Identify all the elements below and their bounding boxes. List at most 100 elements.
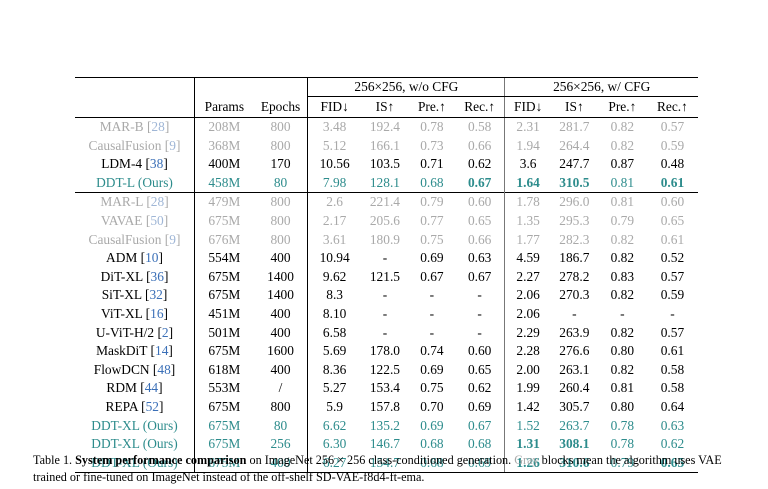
results-table: 256×256, w/o CFG 256×256, w/ CFG Params … bbox=[75, 77, 698, 474]
cell-is-cfg: 264.4 bbox=[559, 137, 590, 153]
cell-is-cfg: 263.7 bbox=[559, 417, 590, 433]
method-name: DDT-XL (Ours) bbox=[91, 436, 178, 452]
method-cell: DiT-XL [36] bbox=[100, 268, 169, 284]
method-name: CausalFusion bbox=[88, 137, 162, 153]
cell-epochs: 800 bbox=[253, 116, 308, 137]
cell-epochs: 400 bbox=[270, 324, 291, 340]
cell-fid: 5.12 bbox=[307, 136, 361, 156]
cell-is: 153.4 bbox=[369, 380, 400, 396]
cell-rec-cfg: 0.62 bbox=[660, 436, 685, 452]
citation-link[interactable]: 9 bbox=[169, 137, 176, 153]
method-name: REPA bbox=[105, 398, 138, 414]
cell-is: 103.5 bbox=[369, 156, 400, 172]
method-name: MAR-L bbox=[100, 194, 143, 210]
cell-params: 208M bbox=[193, 116, 254, 137]
cell-fid: 8.10 bbox=[307, 304, 361, 324]
cell-is: 178.0 bbox=[369, 343, 400, 359]
cell-is-cfg: 310.5 bbox=[559, 174, 590, 190]
citation-link[interactable]: 36 bbox=[150, 268, 164, 284]
cell-pre: 0.77 bbox=[420, 212, 444, 228]
method-name: U-ViT-H/2 bbox=[95, 324, 155, 340]
cell-pre: 0.70 bbox=[420, 398, 444, 414]
cell-pre-cfg: 0.81 bbox=[610, 380, 635, 396]
cell-epochs: 800 bbox=[270, 212, 291, 228]
cell-rec: 0.69 bbox=[467, 398, 492, 414]
cell-pre-cfg: 0.80 bbox=[610, 343, 635, 359]
table-row: LDM-4 [38] 400M 170 10.56 103.5 0.71 0.62 3.6 24… bbox=[75, 155, 698, 174]
citation-link[interactable]: 52 bbox=[145, 398, 159, 414]
cell-params: 675M bbox=[193, 286, 254, 305]
method-cell: ADM [10] bbox=[106, 250, 163, 266]
method-cell: DDT-XL (Ours) bbox=[75, 435, 194, 454]
table-row: MAR-B [28] 208M 800 3.48 192.4 0.78 0.58 2.31 28… bbox=[75, 116, 698, 137]
cell-pre-cfg: 0.82 bbox=[610, 324, 635, 340]
cell-pre-cfg: 0.80 bbox=[610, 398, 635, 414]
cell-is: 121.5 bbox=[369, 268, 400, 284]
cell-fid-cfg: 2.06 bbox=[504, 286, 551, 305]
cell-pre-cfg: 0.83 bbox=[610, 268, 635, 284]
cell-is: 157.8 bbox=[369, 398, 400, 414]
citation-link[interactable]: 32 bbox=[149, 287, 163, 303]
column-header-row: Params Epochs FID↓ IS↑ Pre.↑ Rec.↑ FID↓ … bbox=[75, 96, 698, 118]
cell-pre-cfg: 0.82 bbox=[610, 250, 635, 266]
citation-link[interactable]: 2 bbox=[161, 324, 169, 340]
citation-link[interactable]: 48 bbox=[157, 361, 171, 377]
cell-params: 675M bbox=[193, 435, 254, 454]
cell-params: 458M bbox=[193, 173, 254, 193]
cell-fid: 5.27 bbox=[307, 379, 361, 398]
cell-pre: - bbox=[429, 305, 435, 321]
table-row: CausalFusion [9] 368M 800 5.12 166.1 0.73 0.66… bbox=[75, 136, 698, 156]
col-header-is: IS↑ bbox=[360, 96, 409, 118]
cell-fid-cfg: 1.42 bbox=[504, 397, 551, 417]
cell-rec: 0.67 bbox=[467, 174, 492, 190]
citation-link[interactable]: 16 bbox=[150, 305, 164, 321]
cell-is-cfg: 276.6 bbox=[559, 343, 590, 359]
cell-fid: 9.62 bbox=[307, 267, 361, 287]
cell-is-cfg: 247.7 bbox=[559, 156, 590, 172]
cell-params: 675M bbox=[193, 397, 254, 417]
citation-link[interactable]: 38 bbox=[149, 156, 164, 172]
cell-rec: 0.66 bbox=[467, 231, 492, 247]
cell-rec-cfg: 0.58 bbox=[660, 361, 685, 377]
citation-link[interactable]: 28 bbox=[151, 119, 165, 134]
cell-rec: 0.68 bbox=[467, 436, 492, 452]
citation-link[interactable]: 10 bbox=[145, 250, 159, 266]
cell-params: 675M bbox=[193, 453, 254, 474]
cell-pre: 0.74 bbox=[420, 343, 444, 359]
cell-fid-cfg: 3.6 bbox=[504, 155, 551, 174]
method-name: LDM-4 bbox=[101, 156, 143, 172]
cell-is-cfg: 281.7 bbox=[550, 116, 598, 137]
citation-link[interactable]: 50 bbox=[150, 212, 164, 228]
method-cell: ViT-XL [16] bbox=[100, 305, 168, 321]
cell-rec: - bbox=[477, 324, 482, 340]
cell-is: 192.4 bbox=[360, 116, 409, 137]
cell-is: 122.5 bbox=[369, 361, 400, 377]
cell-is: - bbox=[382, 324, 388, 340]
method-name: SiT-XL bbox=[101, 287, 142, 303]
citation-link[interactable]: 9 bbox=[169, 231, 176, 247]
cell-fid-cfg: 1.77 bbox=[504, 230, 551, 250]
cell-epochs: 80 bbox=[273, 174, 288, 190]
col-header-pre: Pre.↑ bbox=[408, 96, 455, 118]
cell-fid: 2.6 bbox=[307, 192, 361, 212]
method-cell: RDM [44] bbox=[106, 380, 163, 396]
cell-params: 368M bbox=[193, 136, 254, 156]
cell-params: 675M bbox=[193, 267, 254, 287]
cell-params: 618M bbox=[193, 360, 254, 380]
cell-pre: 0.69 bbox=[420, 250, 444, 266]
cell-is: 154.7 bbox=[360, 453, 409, 474]
cell-pre-cfg: 0.82 bbox=[610, 137, 635, 153]
col-header-pre-cfg: Pre.↑ bbox=[597, 96, 647, 118]
cell-pre-cfg: 0.78 bbox=[610, 436, 635, 452]
cell-epochs: 1600 bbox=[267, 343, 294, 359]
citation-link[interactable]: 14 bbox=[155, 343, 169, 359]
cell-is-cfg: 308.1 bbox=[559, 436, 590, 452]
cell-is: 205.6 bbox=[369, 212, 400, 228]
caption-text-2: blocks mean the algorithm uses VAE train… bbox=[33, 453, 722, 484]
citation-link[interactable]: 44 bbox=[144, 380, 159, 396]
cell-rec: 0.60 bbox=[454, 192, 505, 212]
citation-link[interactable]: 28 bbox=[150, 194, 165, 210]
cell-params: 676M bbox=[193, 230, 254, 250]
group-header-w-cfg: 256×256, w/ CFG bbox=[504, 78, 698, 97]
cell-rec-cfg: 0.59 bbox=[660, 137, 685, 153]
